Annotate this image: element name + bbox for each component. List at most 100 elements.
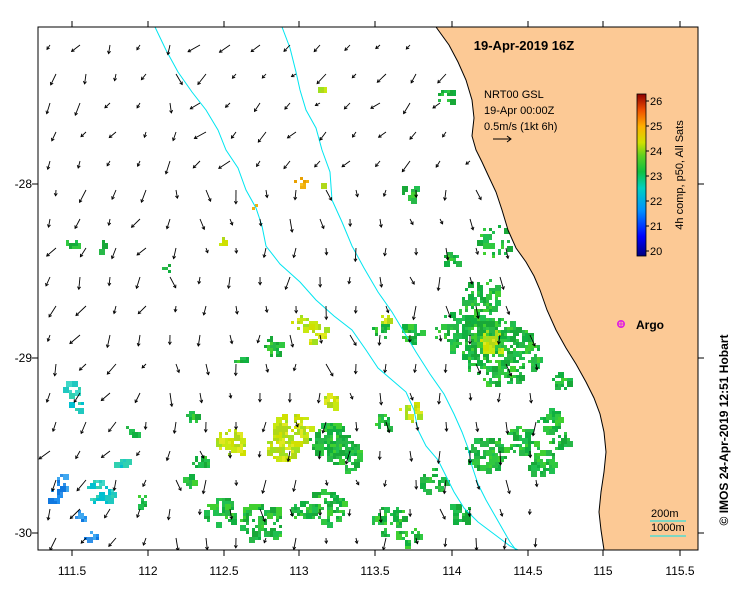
- sst-pixel: [219, 513, 222, 516]
- current-vector-head: [136, 252, 141, 256]
- current-vector-head: [314, 102, 319, 107]
- current-vector: [445, 305, 451, 318]
- sst-pixel: [315, 441, 318, 444]
- sst-pixel: [168, 270, 171, 273]
- sst-pixel: [75, 516, 78, 519]
- current-vector-head: [499, 512, 504, 517]
- sst-pixel: [450, 345, 456, 351]
- sst-pixel: [444, 480, 450, 486]
- sst-pixel: [480, 465, 486, 471]
- current-vector-head: [228, 395, 233, 399]
- sst-pixel: [351, 468, 354, 471]
- sst-pixel: [144, 504, 147, 507]
- sst-pixel: [327, 516, 330, 519]
- sst-pixel: [522, 336, 528, 342]
- current-vector-head: [206, 371, 210, 376]
- current-vector-head: [74, 112, 78, 117]
- current-vector: [136, 276, 141, 289]
- sst-pixel: [522, 366, 525, 369]
- current-vector-head: [411, 281, 415, 285]
- sst-pixel: [327, 501, 330, 504]
- sst-pixel: [384, 528, 387, 531]
- sst-pixel: [402, 324, 408, 330]
- sst-pixel: [489, 438, 495, 444]
- current-vector: [111, 189, 117, 200]
- current-vector: [317, 392, 321, 403]
- sst-pixel: [234, 429, 237, 432]
- sst-pixel: [333, 501, 336, 504]
- current-vector: [175, 363, 180, 373]
- current-vector: [409, 131, 417, 140]
- sst-pixel: [561, 378, 564, 381]
- current-vector: [101, 450, 111, 458]
- sst-pixel: [495, 441, 498, 444]
- colorbar-ramp: [636, 93, 647, 257]
- current-vector-head: [140, 199, 145, 204]
- sst-pixel: [357, 459, 360, 462]
- sst-pixel: [432, 468, 435, 471]
- sst-pixel: [477, 312, 480, 315]
- current-vector: [262, 421, 267, 432]
- current-vector: [47, 508, 51, 520]
- sst-pixel: [483, 309, 486, 312]
- sst-pixel: [465, 348, 468, 351]
- sst-pixel: [462, 297, 465, 300]
- sst-pixel: [468, 507, 471, 510]
- sst-pixel: [474, 453, 477, 456]
- current-vector-head: [179, 81, 183, 86]
- current-vector: [75, 450, 81, 459]
- sst-pixel: [318, 492, 321, 495]
- sst-pixel: [519, 450, 525, 456]
- current-vector: [257, 334, 261, 343]
- sst-pixel: [468, 363, 471, 366]
- sst-pixel: [495, 330, 498, 333]
- current-vector: [108, 218, 111, 226]
- sst-pixel: [330, 423, 333, 426]
- sst-pixel: [486, 243, 492, 249]
- sst-pixel: [270, 507, 276, 513]
- current-vector: [190, 102, 201, 110]
- sst-pixel: [465, 339, 468, 342]
- current-vector: [384, 247, 387, 256]
- sst-pixel: [507, 327, 510, 330]
- sst-pixel: [354, 459, 357, 462]
- sst-pixel: [417, 531, 420, 534]
- sst-pixel: [189, 474, 195, 480]
- sst-pixel: [375, 423, 378, 426]
- current-vector: [76, 479, 87, 491]
- sst-pixel: [81, 513, 84, 516]
- sst-pixel: [336, 516, 339, 519]
- sst-pixel: [471, 444, 474, 447]
- sst-pixel: [537, 465, 540, 468]
- current-vector: [432, 102, 441, 109]
- sst-pixel: [528, 360, 531, 363]
- sst-pixel: [387, 534, 390, 537]
- current-vector-head: [286, 134, 291, 139]
- current-vector: [113, 305, 117, 314]
- sst-pixel: [243, 513, 246, 516]
- sst-pixel: [189, 417, 192, 420]
- sst-pixel: [402, 192, 405, 195]
- sst-pixel: [546, 414, 552, 420]
- current-vector: [142, 479, 147, 487]
- sst-pixel: [489, 360, 492, 363]
- current-vector-head: [292, 546, 297, 550]
- current-vector-head: [376, 79, 381, 83]
- sst-pixel: [420, 477, 426, 483]
- current-vector: [144, 421, 147, 430]
- sst-pixel: [519, 372, 522, 375]
- sst-pixel: [498, 321, 501, 324]
- sst-pixel: [306, 510, 309, 513]
- current-vector-head: [290, 73, 295, 78]
- current-vector-head: [407, 339, 412, 343]
- current-vector: [137, 305, 147, 315]
- current-vector-head: [377, 342, 382, 346]
- sst-pixel: [513, 342, 516, 345]
- sst-pixel: [309, 339, 312, 342]
- sst-pixel: [471, 462, 474, 465]
- sst-pixel: [567, 441, 573, 447]
- sst-pixel: [447, 330, 450, 333]
- current-vector: [104, 102, 111, 109]
- current-vector-head: [107, 50, 111, 55]
- current-vector-head: [477, 370, 482, 375]
